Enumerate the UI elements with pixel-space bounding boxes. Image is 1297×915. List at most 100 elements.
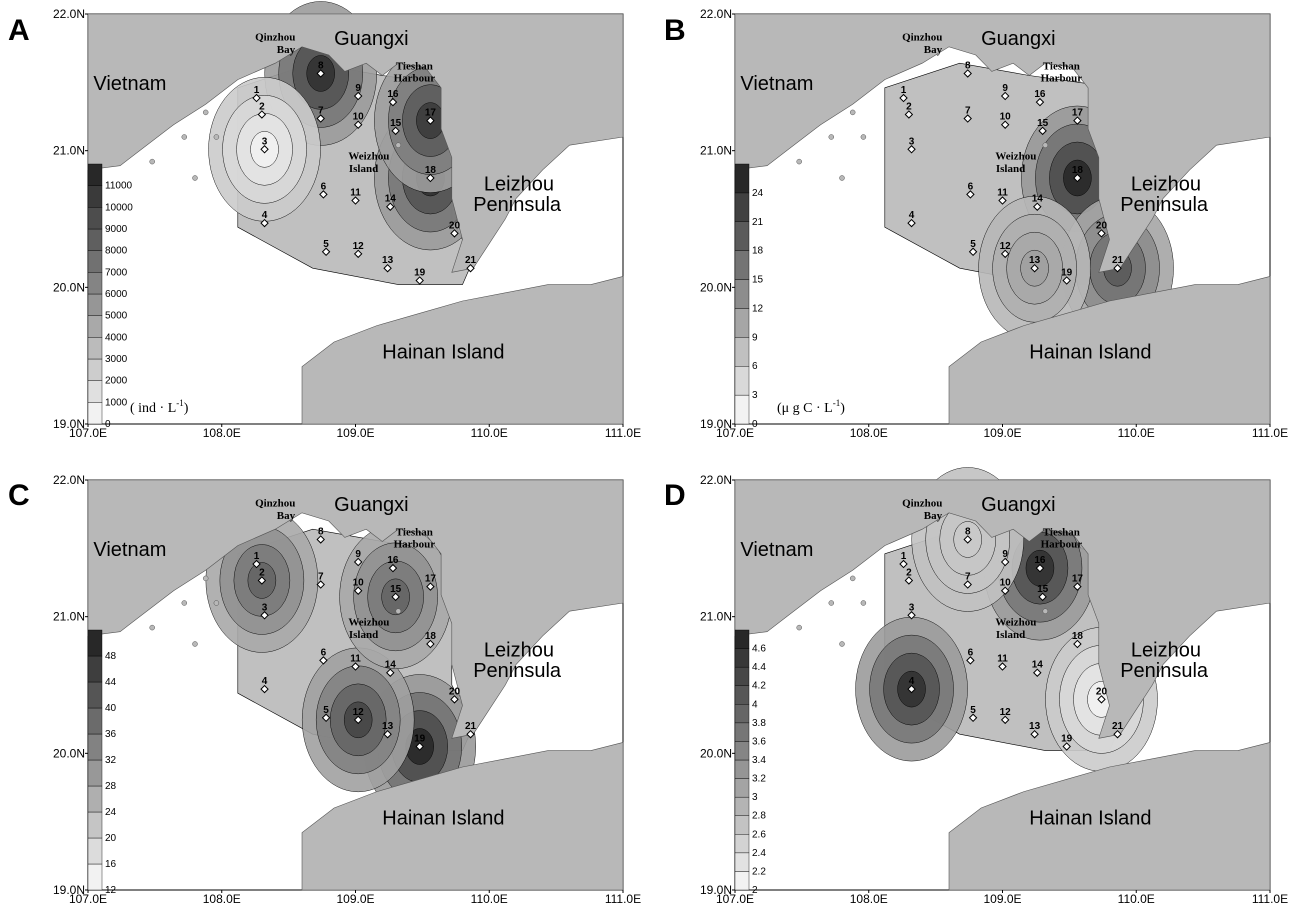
label-guangxi: Guangxi [981, 494, 1056, 516]
station-label: 20 [1096, 686, 1108, 697]
y-tick-label: 21.0N [53, 610, 85, 624]
station-label: 7 [965, 106, 971, 117]
legend-swatch [734, 778, 750, 798]
legend-swatch [734, 629, 750, 649]
label-weizhou-2: Island [349, 629, 378, 641]
legend-swatch [87, 228, 103, 251]
station-label: 3 [909, 136, 915, 147]
label-tieshan-1: Tieshan [396, 60, 433, 72]
y-tick-label: 20.0N [53, 746, 85, 760]
legend-swatch [734, 871, 750, 891]
label-leizhou-2: Peninsula [473, 660, 562, 682]
station-marker [966, 190, 975, 199]
legend-label: 2.2 [752, 866, 766, 877]
station-marker [1073, 582, 1082, 591]
station-marker [1073, 173, 1082, 183]
legend-label: 24 [752, 188, 764, 199]
islet [192, 175, 198, 181]
label-weizhou-1: Weizhou [348, 151, 389, 163]
legend-swatch [734, 366, 750, 396]
legend-swatch [87, 863, 103, 891]
station-marker [319, 656, 328, 665]
x-tick-label: 107.0E [69, 892, 107, 906]
legend-label: 18 [752, 246, 764, 257]
legend-swatch [87, 358, 103, 381]
station-label: 15 [390, 118, 402, 129]
station-label: 7 [965, 572, 971, 583]
station-marker [1038, 592, 1047, 602]
station-marker [415, 276, 424, 285]
station-marker [353, 586, 363, 595]
legend-swatch [87, 293, 103, 316]
station-marker [260, 684, 269, 694]
station-label: 1 [901, 85, 907, 96]
station-marker [1113, 729, 1122, 739]
unit-sup: -1 [833, 398, 841, 408]
station-label: 19 [414, 734, 426, 745]
label-tieshan-2: Harbour [1041, 539, 1083, 551]
legend-swatch [87, 185, 103, 208]
station-marker [316, 114, 325, 123]
y-tick-label: 19.0N [700, 883, 732, 897]
label-vietnam: Vietnam [93, 539, 166, 561]
label-weizhou-1: Weizhou [995, 617, 1036, 629]
legend-swatch [87, 250, 103, 273]
station-marker [351, 196, 360, 205]
legend-label: 21 [752, 217, 764, 228]
station-label: 17 [425, 574, 437, 585]
station-marker [426, 582, 435, 591]
y-tick-label: 19.0N [53, 883, 85, 897]
station-label: 6 [968, 647, 974, 658]
islet [828, 134, 835, 140]
station-label: 11 [997, 654, 1008, 665]
x-tick-label: 107.0E [69, 426, 107, 440]
x-tick-label: 107.0E [716, 426, 754, 440]
station-marker [907, 684, 916, 694]
x-tick-label: 110.0E [471, 426, 508, 440]
label-hainan: Hainan Island [1029, 341, 1151, 363]
station-label: 12 [353, 241, 365, 252]
y-tick-label: 20.0N [700, 746, 732, 760]
legend-swatch [734, 685, 750, 705]
station-marker [353, 557, 363, 567]
legend-label: 3 [752, 792, 758, 803]
station-label: 4 [909, 210, 915, 221]
station-marker [907, 218, 916, 228]
islet [849, 575, 856, 582]
station-marker [466, 729, 475, 739]
station-label: 21 [1112, 721, 1124, 732]
legend-label: 36 [105, 729, 117, 740]
station-label: 1 [254, 85, 260, 96]
station-label: 4 [909, 676, 915, 687]
islet [796, 158, 802, 165]
panel-letter: D [664, 479, 686, 512]
islet [213, 134, 220, 140]
y-tick-label: 22.0N [53, 7, 85, 21]
station-marker [386, 668, 395, 677]
legend-swatch [87, 402, 103, 425]
station-label: 16 [1034, 89, 1046, 100]
legend-swatch [87, 759, 103, 787]
station-label: 12 [1000, 707, 1012, 718]
hainan-island-land [301, 276, 624, 425]
y-tick-label: 22.0N [700, 7, 732, 21]
station-label: 6 [968, 181, 974, 192]
legend-swatch [734, 815, 750, 835]
legend-swatch [734, 834, 750, 854]
station-label: 15 [1037, 118, 1049, 129]
y-tick-label: 21.0N [700, 610, 732, 624]
islet [181, 134, 188, 140]
label-leizhou-2: Peninsula [473, 194, 562, 216]
x-tick-label: 108.0E [203, 426, 241, 440]
y-tick-label: 21.0N [700, 144, 732, 158]
label-tieshan-1: Tieshan [1043, 526, 1080, 538]
label-qinzhou-1: Qinzhou [902, 498, 942, 510]
station-marker [466, 263, 475, 273]
station-marker [260, 218, 269, 228]
legend-swatch [87, 315, 103, 338]
legend-swatch [87, 380, 103, 403]
legend-swatch [734, 250, 750, 280]
islet [202, 109, 209, 116]
legend-label: 4 [752, 699, 758, 710]
station-label: 16 [387, 89, 399, 100]
